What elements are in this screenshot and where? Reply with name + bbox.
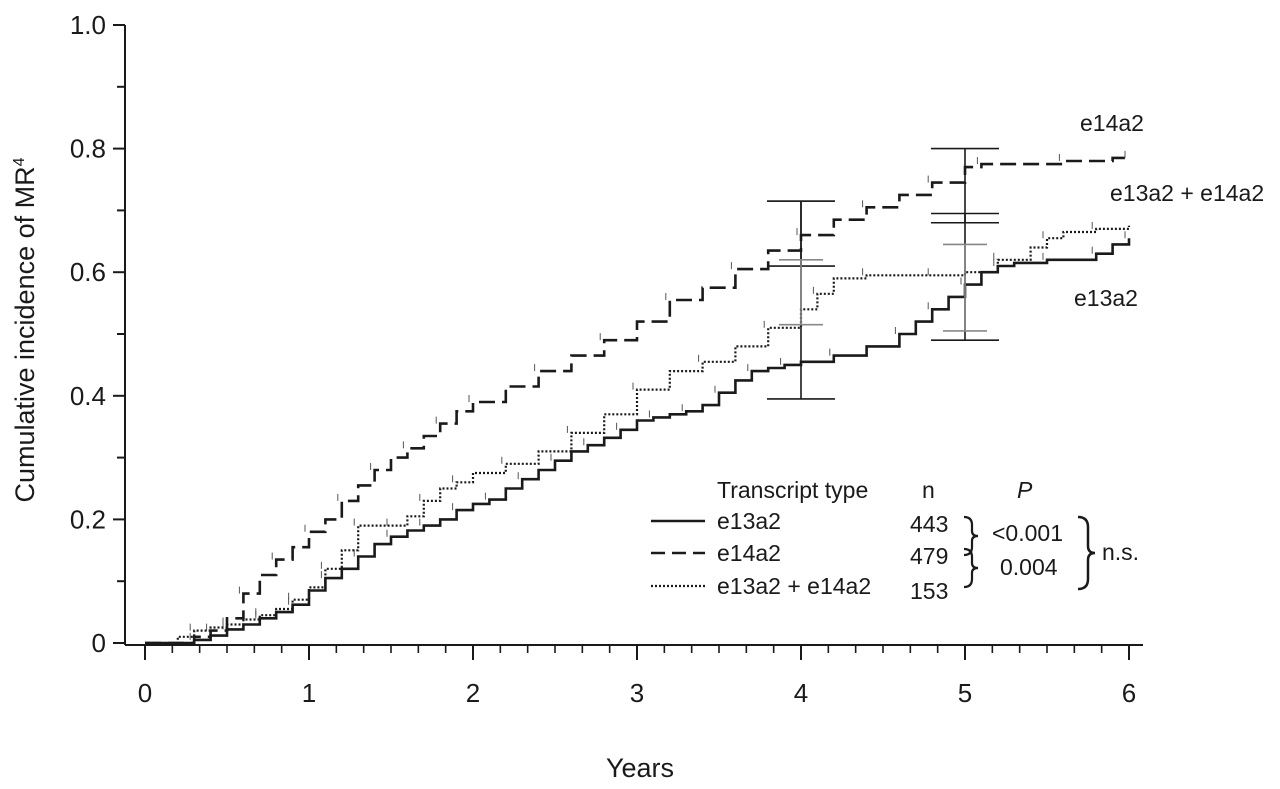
legend-n-e13a2-e14a2: 153 (910, 578, 948, 604)
legend-label-e13a2-e14a2: e13a2 + e14a2 (717, 573, 871, 599)
x-tick-label: 1 (302, 678, 316, 708)
legend-brace-right (1077, 515, 1096, 591)
error-bars (767, 147, 999, 400)
legend-overall-comparison: n.s. (1102, 539, 1139, 565)
y-axis-title: Cumulative incidence of MR4 (10, 157, 40, 502)
y-tick-label: 0.6 (70, 257, 106, 287)
legend-n-e14a2: 479 (910, 543, 948, 569)
series-end-label-e13a2: e13a2 (1074, 285, 1138, 311)
legend-label-e14a2: e14a2 (717, 540, 781, 566)
legend-p-header: P (1017, 477, 1033, 503)
y-tick-label: 0.4 (70, 381, 106, 411)
legend-title: Transcript type (717, 477, 868, 503)
y-ticks: 0 0.2 0.4 0.6 0.8 1.0 (70, 10, 125, 658)
y-axis-title-superscript: 4 (11, 157, 28, 166)
x-ticks: 0 1 2 3 4 5 6 (138, 645, 1136, 708)
legend-label-e13a2: e13a2 (717, 508, 781, 534)
y-tick-label: 0.2 (70, 504, 106, 534)
legend-p-value-1: <0.001 (992, 520, 1063, 546)
series-end-label-e14a2: e14a2 (1080, 110, 1144, 136)
legend-p-value-2: 0.004 (1000, 554, 1058, 580)
legend: Transcript type n P e13a2 e14a2 e13a2 + … (651, 477, 1139, 604)
y-axis-title-main: Cumulative incidence of MR (10, 166, 40, 502)
series-line-e14a2 (145, 156, 1129, 645)
x-tick-label: 6 (1122, 678, 1136, 708)
y-tick-label: 0 (92, 628, 106, 658)
x-axis-title: Years (606, 753, 674, 783)
series-line-e13a2 (145, 238, 1131, 645)
y-tick-label: 1.0 (70, 10, 106, 40)
series-layer (145, 150, 1131, 645)
legend-brace-bottom (963, 547, 979, 589)
series-end-label-e13a2-e14a2: e13a2 + e14a2 (1110, 180, 1264, 206)
legend-n-header: n (922, 477, 935, 503)
series-line-e13a2-e14a2 (145, 225, 1131, 645)
x-tick-label: 0 (138, 678, 152, 708)
legend-brace-top (963, 515, 979, 557)
x-tick-label: 5 (958, 678, 972, 708)
y-tick-label: 0.8 (70, 134, 106, 164)
x-tick-label: 4 (794, 678, 808, 708)
x-tick-label: 3 (630, 678, 644, 708)
legend-n-e13a2: 443 (910, 511, 948, 537)
x-tick-label: 2 (466, 678, 480, 708)
